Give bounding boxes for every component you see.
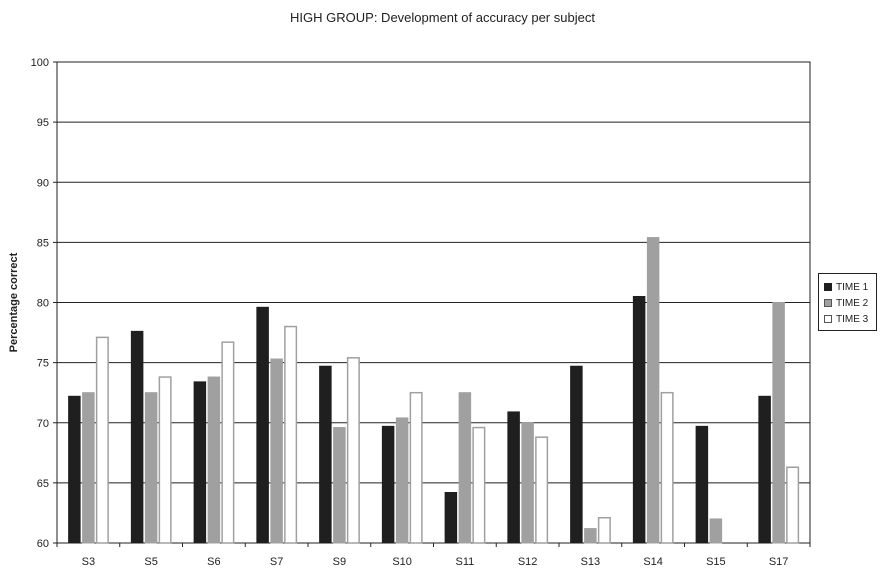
x-tick-label: S6 bbox=[207, 556, 220, 568]
bar-time-2-s17 bbox=[772, 302, 785, 544]
bar-time-3-s12 bbox=[535, 436, 549, 544]
legend-swatch-time-1 bbox=[824, 283, 832, 291]
bar-time-2-s11 bbox=[458, 392, 472, 544]
legend-swatch-time-3 bbox=[824, 315, 832, 323]
bar-time-3-s7 bbox=[284, 325, 298, 544]
bar-time-1-s11 bbox=[444, 491, 458, 544]
bar-time-1-s5 bbox=[130, 330, 144, 544]
y-tick-label: 80 bbox=[37, 298, 49, 310]
legend-label-time-2: TIME 2 bbox=[836, 297, 869, 309]
y-tick-label: 95 bbox=[37, 117, 49, 129]
bar-time-1-s14 bbox=[632, 295, 646, 544]
legend-swatch-time-2 bbox=[824, 299, 832, 307]
legend-item-time-1: TIME 1 bbox=[824, 280, 868, 294]
x-tick-label: S5 bbox=[144, 556, 157, 568]
bar-time-3-s11 bbox=[472, 426, 486, 544]
bar-time-1-s10 bbox=[381, 425, 395, 544]
bar-time-2-s6 bbox=[207, 376, 221, 544]
y-axis-label: Percentage correct bbox=[8, 252, 20, 352]
y-tick-label: 100 bbox=[31, 57, 49, 69]
bar-time-1-s6 bbox=[193, 381, 207, 544]
y-tick-label: 75 bbox=[37, 358, 49, 370]
x-tick-label: S9 bbox=[333, 556, 346, 568]
bar-time-2-s7 bbox=[270, 358, 283, 544]
legend: TIME 1 TIME 2 TIME 3 bbox=[818, 273, 877, 331]
x-tick-label: S12 bbox=[518, 556, 538, 568]
x-tick-label: S10 bbox=[392, 556, 412, 568]
bar-time-2-s14 bbox=[646, 237, 660, 544]
bar-time-1-s17 bbox=[758, 395, 771, 544]
bar-time-2-s10 bbox=[395, 417, 409, 544]
bar-time-2-s15 bbox=[709, 518, 723, 544]
x-tick-label: S3 bbox=[82, 556, 95, 568]
legend-label-time-1: TIME 1 bbox=[836, 281, 869, 293]
bar-time-2-s5 bbox=[144, 392, 158, 544]
bar-time-1-s9 bbox=[319, 365, 332, 544]
x-tick-label: S11 bbox=[455, 556, 474, 568]
bar-time-1-s15 bbox=[695, 425, 709, 544]
x-tick-label: S14 bbox=[643, 556, 663, 568]
bar-time-3-s13 bbox=[597, 516, 611, 544]
bar-time-2-s3 bbox=[82, 392, 95, 544]
legend-item-time-3: TIME 3 bbox=[824, 312, 868, 326]
x-tick-label: S15 bbox=[706, 556, 726, 568]
bar-time-3-s14 bbox=[660, 391, 674, 544]
bar-time-3-s9 bbox=[346, 357, 360, 544]
y-tick-label: 65 bbox=[37, 478, 49, 490]
bar-time-2-s9 bbox=[333, 427, 346, 544]
x-tick-label: S17 bbox=[769, 556, 789, 568]
bar-time-2-s13 bbox=[584, 528, 597, 544]
y-tick-label: 70 bbox=[37, 418, 49, 430]
legend-label-time-3: TIME 3 bbox=[836, 313, 869, 325]
bar-time-3-s6 bbox=[221, 341, 235, 544]
bar-time-3-s3 bbox=[95, 336, 109, 544]
x-tick-label: S13 bbox=[581, 556, 601, 568]
bar-time-3-s17 bbox=[786, 466, 800, 544]
legend-item-time-2: TIME 2 bbox=[824, 296, 868, 310]
x-tick-label: S7 bbox=[270, 556, 283, 568]
bar-time-1-s3 bbox=[68, 395, 81, 544]
bar-time-1-s7 bbox=[256, 306, 269, 544]
bar-time-1-s13 bbox=[570, 365, 583, 544]
bar-time-1-s12 bbox=[507, 411, 520, 544]
y-tick-label: 60 bbox=[37, 538, 49, 550]
bar-time-2-s12 bbox=[521, 422, 534, 544]
y-tick-label: 85 bbox=[37, 237, 49, 249]
bar-time-3-s10 bbox=[409, 391, 423, 544]
chart-title: HIGH GROUP: Development of accuracy per … bbox=[290, 10, 595, 25]
bar-time-3-s5 bbox=[158, 376, 172, 544]
y-tick-label: 90 bbox=[37, 177, 49, 189]
